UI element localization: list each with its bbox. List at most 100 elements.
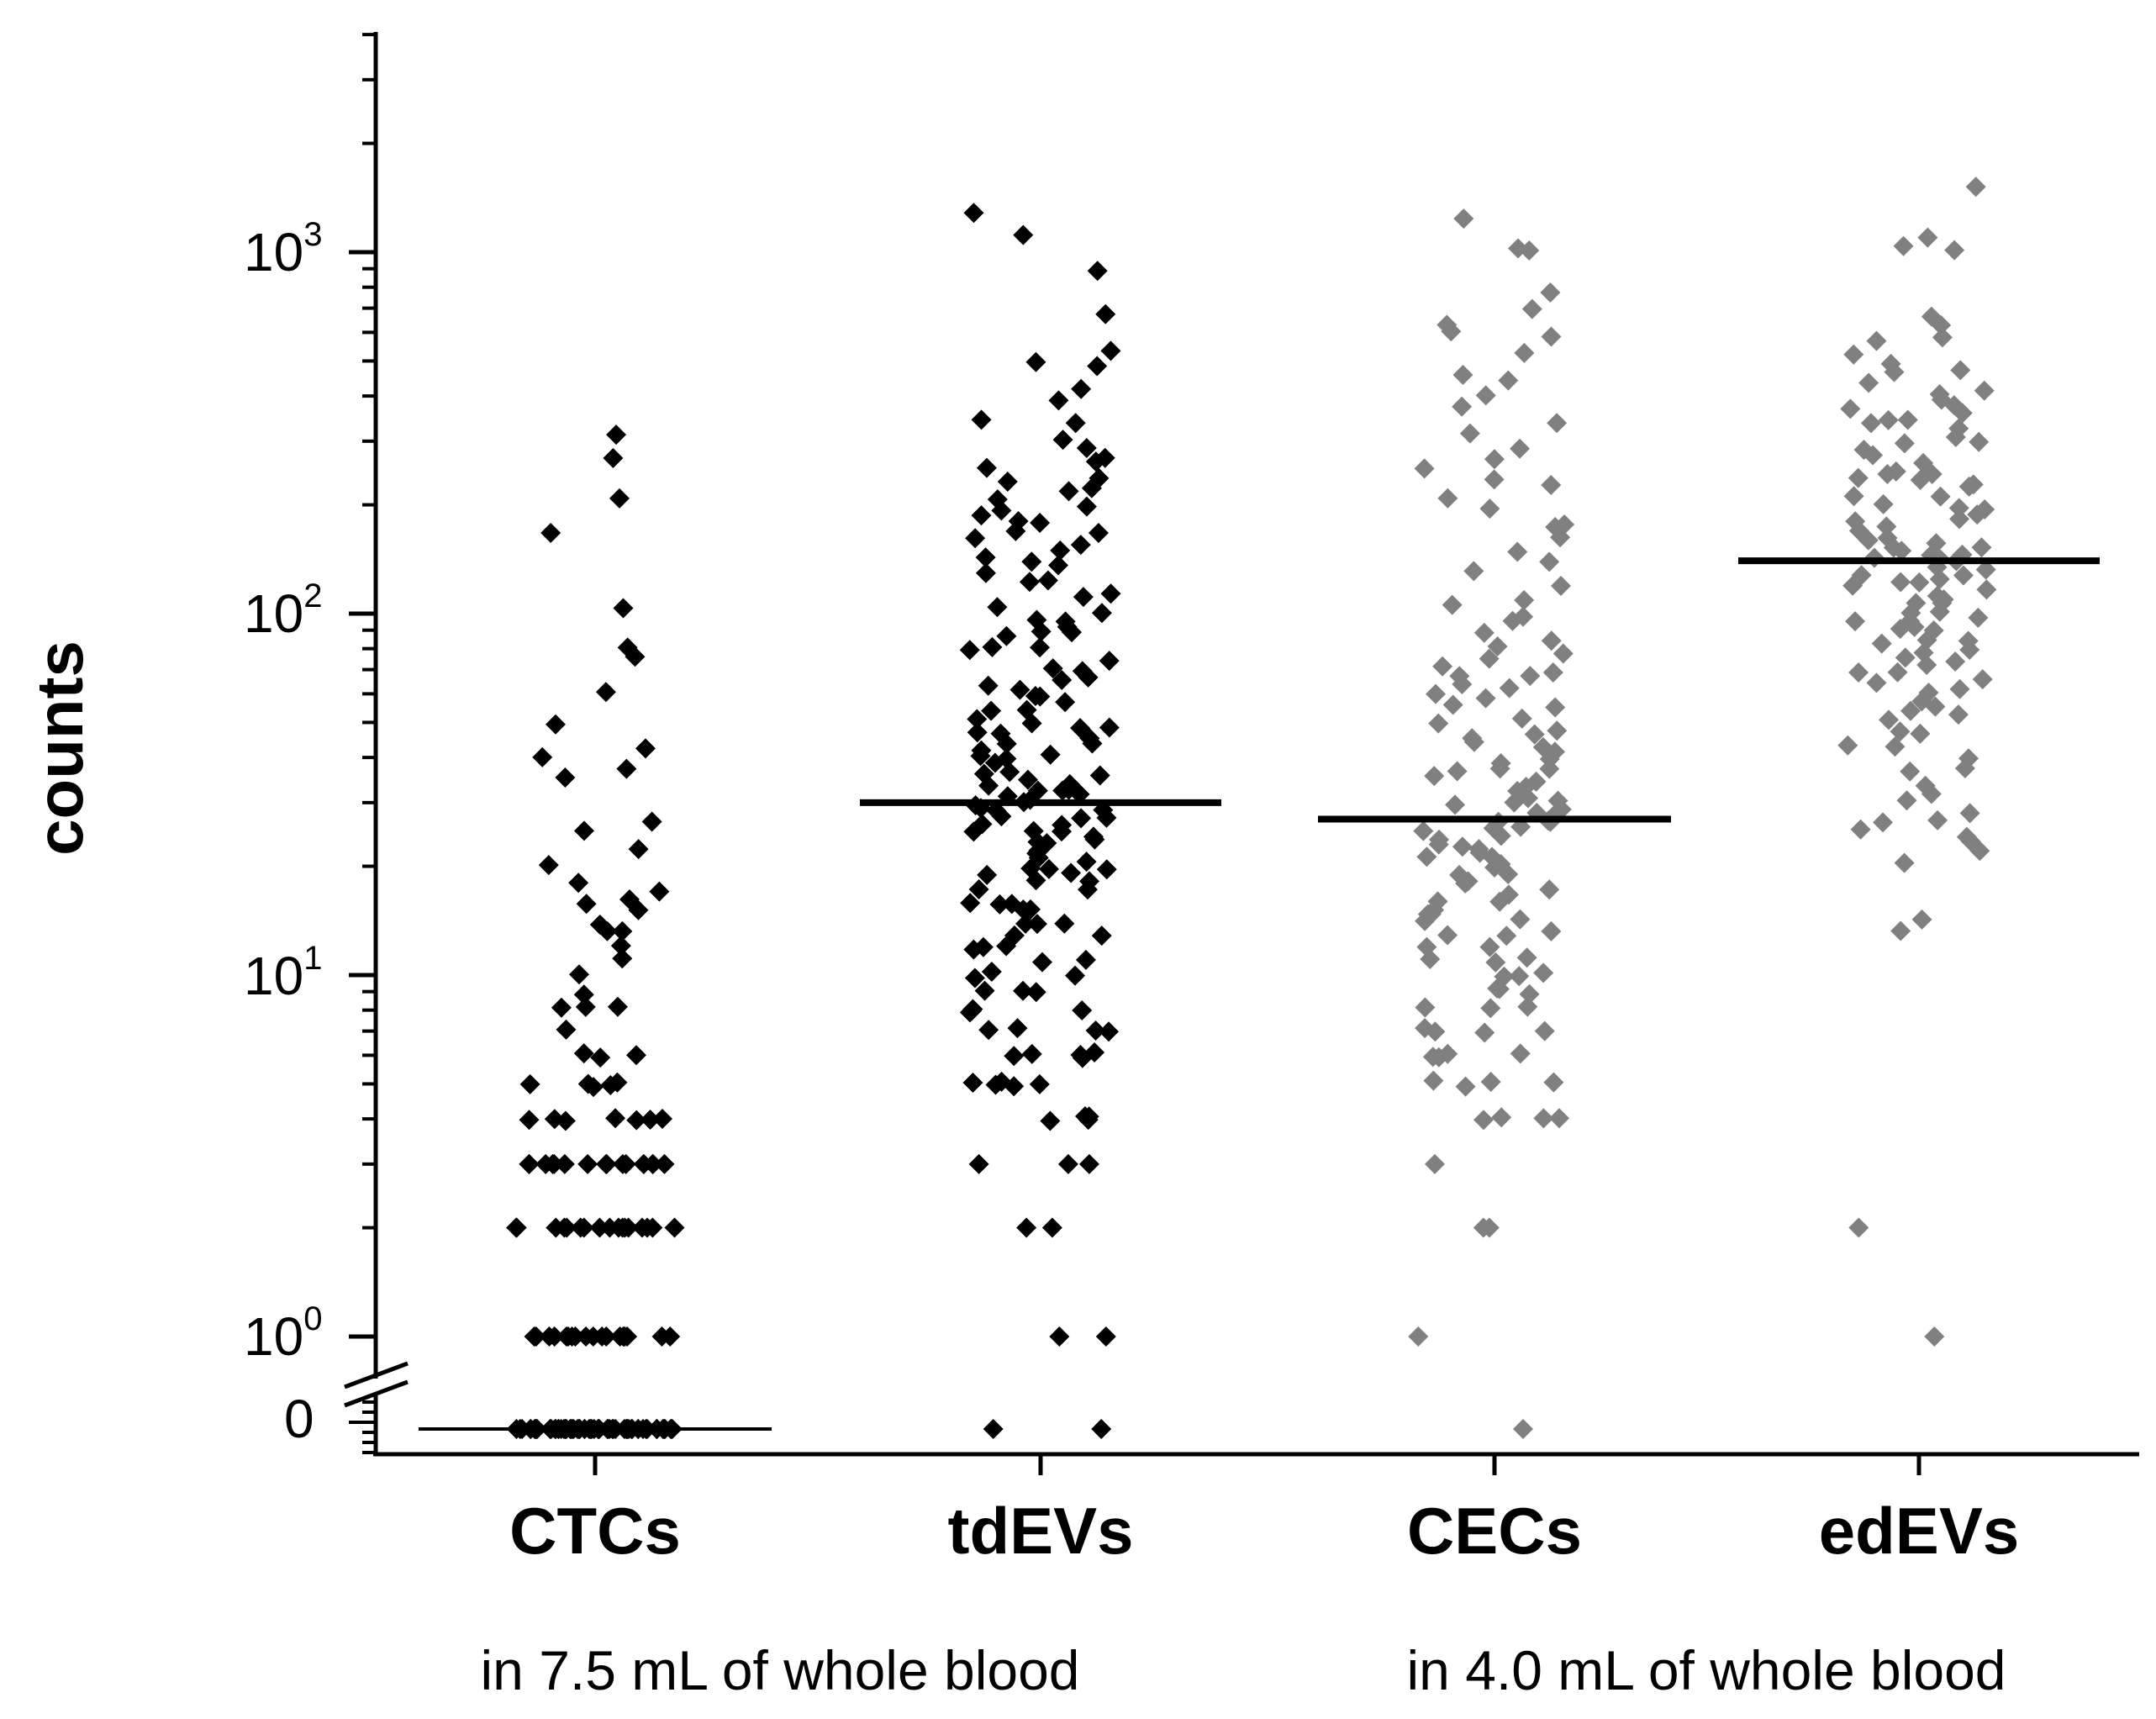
data-point-cecs: [1509, 966, 1530, 987]
data-point-cecs: [1415, 910, 1436, 931]
data-point-edevs: [1925, 696, 1946, 717]
data-point-ctcs: [606, 424, 627, 446]
data-point-ctcs: [577, 1153, 598, 1174]
y-axis-ticks: [349, 33, 376, 1454]
data-point-edevs: [1890, 920, 1911, 941]
data-point-tdevs: [1065, 413, 1086, 434]
data-point-cecs: [1447, 761, 1468, 782]
data-point-ctcs: [546, 1217, 567, 1238]
data-point-edevs: [1894, 852, 1915, 873]
data-point-cecs: [1463, 561, 1484, 582]
data-point-edevs: [1900, 700, 1921, 721]
data-point-ctcs: [524, 1326, 545, 1347]
data-point-tdevs: [968, 1153, 989, 1174]
data-point-cecs: [1484, 449, 1505, 470]
data-point-ctcs: [595, 682, 616, 703]
data-point-edevs: [1929, 568, 1950, 589]
data-point-tdevs: [1091, 603, 1112, 624]
data-point-tdevs: [1021, 713, 1042, 734]
data-point-tdevs: [976, 457, 997, 478]
data-point-cecs: [1415, 997, 1436, 1018]
data-point-edevs: [1871, 633, 1892, 654]
data-point-tdevs: [1100, 583, 1121, 604]
data-point-tdevs: [1078, 667, 1099, 688]
data-point-ctcs: [609, 488, 630, 509]
data-point-edevs: [1948, 418, 1969, 439]
data-point-ctcs: [538, 855, 559, 876]
data-point-ctcs: [519, 1110, 540, 1131]
data-point-tdevs: [1100, 340, 1121, 361]
data-point-cecs: [1455, 1076, 1476, 1097]
data-point-ctcs: [556, 1019, 577, 1040]
data-point-edevs: [1958, 476, 1979, 497]
data-point-edevs: [1930, 486, 1951, 507]
data-point-edevs: [1890, 572, 1911, 593]
data-point-ctcs: [633, 1153, 654, 1174]
data-point-cecs: [1534, 1020, 1555, 1041]
data-point-tdevs: [1089, 765, 1110, 786]
data-point-tdevs: [1013, 224, 1034, 245]
data-point-ctcs: [607, 1072, 628, 1093]
data-point-edevs: [1916, 655, 1937, 676]
data-point-tdevs: [1095, 1326, 1116, 1347]
data-point-cecs: [1484, 469, 1505, 490]
data-point-ctcs: [626, 1110, 647, 1131]
data-point-cecs: [1550, 527, 1571, 548]
data-point-cecs: [1480, 1072, 1501, 1093]
data-point-tdevs: [978, 675, 999, 696]
data-point-tdevs: [981, 700, 1002, 721]
data-point-cecs: [1498, 864, 1519, 885]
data-point-cecs: [1441, 321, 1462, 342]
data-point-tdevs: [1019, 572, 1040, 593]
data-point-tdevs: [1015, 913, 1036, 934]
data-point-cecs: [1487, 635, 1508, 656]
data-point-cecs: [1513, 1419, 1534, 1439]
data-point-tdevs: [1030, 637, 1051, 658]
median-lines: [419, 557, 2100, 1431]
data-point-tdevs: [1072, 1047, 1093, 1068]
data-point-edevs: [1968, 607, 1989, 628]
data-point-tdevs: [982, 636, 1003, 657]
data-point-tdevs: [962, 1073, 983, 1094]
data-point-ctcs: [555, 1110, 576, 1131]
category-label-ctcs: CTCs: [509, 1494, 681, 1568]
data-point-ctcs: [576, 894, 597, 915]
data-point-edevs: [1843, 344, 1864, 365]
data-point-tdevs: [1051, 821, 1072, 842]
data-point-tdevs: [981, 962, 1002, 983]
data-point-ctcs: [542, 1153, 563, 1174]
data-point-tdevs: [1061, 862, 1082, 883]
data-point-cecs: [1479, 498, 1500, 519]
data-point-tdevs: [974, 980, 995, 1001]
data-point-ctcs: [590, 1047, 611, 1068]
data-point-ctcs: [573, 1217, 594, 1238]
data-point-cecs: [1514, 342, 1535, 363]
data-point-tdevs: [996, 936, 1017, 957]
data-point-cecs: [1437, 925, 1458, 946]
data-point-ctcs: [607, 996, 628, 1017]
data-point-tdevs: [1040, 744, 1061, 765]
data-point-ctcs: [540, 522, 561, 543]
data-point-tdevs: [968, 879, 989, 900]
data-point-tdevs: [991, 1071, 1012, 1092]
data-point-cecs: [1463, 731, 1484, 752]
data-point-cecs: [1533, 1108, 1554, 1129]
data-point-cecs: [1511, 708, 1532, 729]
data-point-edevs: [1858, 530, 1879, 551]
data-point-ctcs: [551, 997, 572, 1018]
data-point-edevs: [1895, 647, 1916, 668]
data-point-tdevs: [1085, 1020, 1106, 1041]
data-point-ctcs: [625, 1045, 646, 1066]
data-point-tdevs: [1052, 669, 1073, 690]
data-point-edevs: [1917, 227, 1938, 248]
data-point-tdevs: [1099, 1021, 1120, 1042]
data-point-edevs: [1878, 409, 1899, 430]
data-point-tdevs: [965, 528, 986, 549]
data-point-tdevs: [977, 864, 998, 885]
data-point-tdevs: [1029, 1073, 1050, 1094]
data-point-tdevs: [1076, 852, 1097, 873]
data-point-cecs: [1533, 962, 1554, 983]
data-point-edevs: [1884, 361, 1905, 382]
data-point-edevs: [1952, 403, 1973, 424]
data-point-edevs: [1924, 1326, 1945, 1347]
